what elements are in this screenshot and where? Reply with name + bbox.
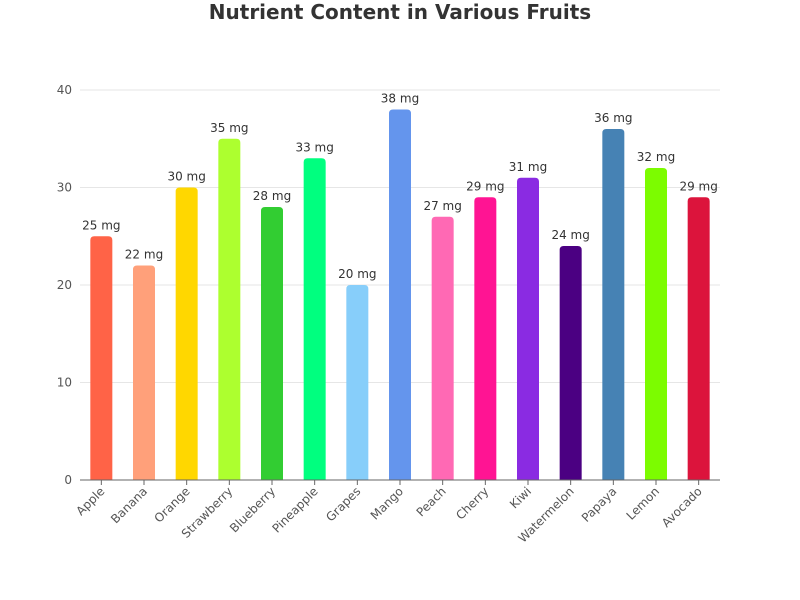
data-label: 24 mg <box>551 228 589 242</box>
data-label: 31 mg <box>509 160 547 174</box>
x-tick-label: Avocado <box>659 484 705 530</box>
bar-apple <box>90 236 113 480</box>
x-tick-label: Pineapple <box>269 484 320 535</box>
chart-title: Nutrient Content in Various Fruits <box>209 0 591 24</box>
x-tick-label: Kiwi <box>507 484 534 511</box>
x-tick-label: Banana <box>108 484 150 526</box>
y-tick-label: 20 <box>57 278 72 292</box>
bar-cherry <box>474 197 497 480</box>
bar-blueberry <box>261 207 283 480</box>
bar-kiwi <box>517 177 539 480</box>
bars <box>90 109 710 480</box>
data-label: 22 mg <box>125 248 163 262</box>
y-tick-label: 0 <box>64 473 72 487</box>
bar-grapes <box>346 285 369 480</box>
y-tick-label: 30 <box>57 181 72 195</box>
x-tick-label: Orange <box>152 484 193 525</box>
data-labels: 25 mg 22 mg 30 mg 35 mg 28 mg 33 mg 20 mg 38 mg… <box>82 92 718 282</box>
x-axis: Apple Banana OrangeStrawberryBlueberryPine… <box>73 479 720 545</box>
data-label: 33 mg <box>295 140 333 154</box>
bar-banana <box>133 265 155 480</box>
data-label: 32 mg <box>637 150 675 164</box>
data-label: 36 mg <box>594 111 632 125</box>
x-tick-label: Lemon <box>624 484 663 523</box>
data-label: 38 mg <box>381 92 419 106</box>
data-label: 35 mg <box>210 121 248 135</box>
bar-papaya <box>602 129 625 480</box>
bar-lemon <box>645 168 667 480</box>
x-tick-label: Cherry <box>453 484 491 522</box>
bar-watermelon <box>559 246 582 480</box>
data-label: 28 mg <box>253 189 291 203</box>
x-tick-label: Peach <box>414 484 449 519</box>
data-label: 30 mg <box>167 170 205 184</box>
bar-mango <box>389 109 411 480</box>
y-axis: 0 10 20 30 40 <box>57 83 72 487</box>
data-label: 20 mg <box>338 267 376 281</box>
bar-avocado <box>687 197 710 480</box>
x-tick-label: Grapes <box>323 484 363 524</box>
y-tick-label: 40 <box>57 83 72 97</box>
data-label: 29 mg <box>679 179 717 193</box>
x-tick-label: Apple <box>73 484 107 518</box>
data-label: 29 mg <box>466 179 504 193</box>
bar-strawberry <box>218 138 241 480</box>
y-tick-label: 10 <box>57 376 72 390</box>
bar-orange <box>175 187 198 480</box>
x-tick-label: Mango <box>368 484 406 522</box>
bar-pineapple <box>303 158 326 480</box>
bar-peach <box>431 216 454 480</box>
data-label: 27 mg <box>423 199 461 213</box>
data-label: 25 mg <box>82 218 120 232</box>
x-tick-label: Papaya <box>579 484 620 525</box>
